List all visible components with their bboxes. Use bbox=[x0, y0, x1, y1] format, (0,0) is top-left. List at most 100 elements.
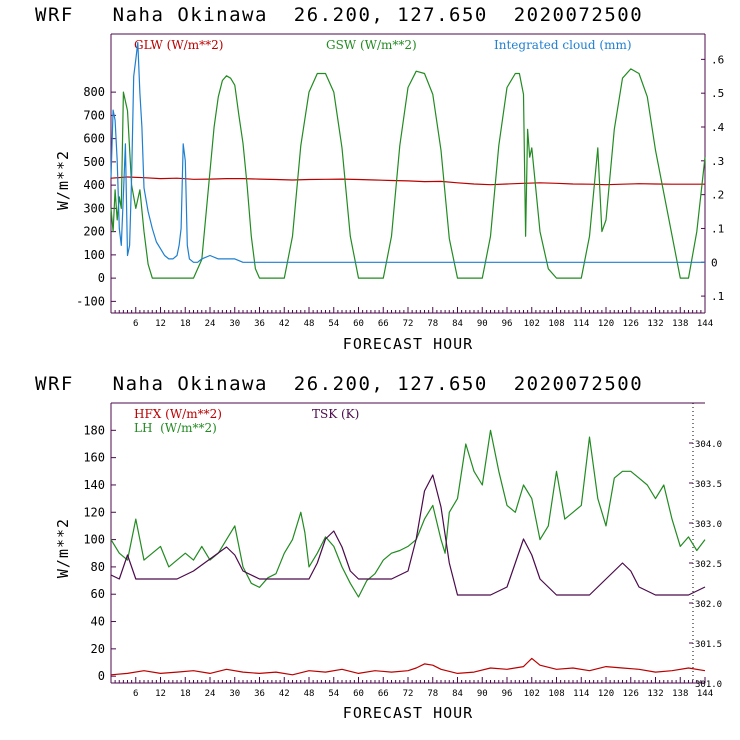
y-tick-label: 200 bbox=[83, 225, 105, 239]
x-tick-label: 132 bbox=[647, 319, 663, 329]
y-tick-label: 140 bbox=[83, 478, 105, 492]
y-axis-label-2: W/m**2 bbox=[54, 518, 72, 578]
y2-tick-label: 304.0 bbox=[695, 440, 722, 450]
x-tick-label: 114 bbox=[573, 689, 589, 699]
x-tick-label: 144 bbox=[697, 689, 713, 699]
y2-tick-label: 303.5 bbox=[695, 480, 722, 490]
legend-integrated-cloud: Integrated cloud (mm) bbox=[494, 38, 632, 52]
y2-tick-label: 302.5 bbox=[695, 560, 722, 570]
y-tick-label: 100 bbox=[83, 533, 105, 547]
legend-lh: LH (W/m**2) bbox=[134, 421, 217, 435]
y-tick-label: 0 bbox=[98, 669, 105, 683]
x-tick-label: 30 bbox=[229, 319, 240, 329]
x-tick-label: 108 bbox=[548, 319, 564, 329]
y2-tick-label: 302.0 bbox=[695, 600, 722, 610]
y2-tick-label: .1 bbox=[711, 222, 724, 235]
x-tick-label: 24 bbox=[205, 319, 216, 329]
y-tick-label: 160 bbox=[83, 451, 105, 465]
x-tick-label: 72 bbox=[403, 319, 414, 329]
y-tick-label: 120 bbox=[83, 505, 105, 519]
y2-tick-label: .3 bbox=[711, 155, 724, 168]
x-tick-label: 144 bbox=[697, 319, 713, 329]
x-tick-label: 48 bbox=[304, 319, 315, 329]
x-tick-label: 18 bbox=[180, 319, 191, 329]
x-tick-label: 138 bbox=[672, 319, 688, 329]
legend-hfx: HFX (W/m**2) bbox=[134, 407, 222, 421]
chart-title-2: WRF Naha Okinawa 26.200, 127.650 2020072… bbox=[35, 373, 643, 395]
legend-gsw: GSW (W/m**2) bbox=[326, 38, 417, 52]
series-line-integrated bbox=[110, 41, 705, 263]
x-tick-label: 126 bbox=[623, 689, 639, 699]
x-tick-label: 12 bbox=[155, 689, 166, 699]
series-line-lh bbox=[110, 429, 706, 598]
y2-tick-label: 301.5 bbox=[695, 640, 722, 650]
series-line-tsk bbox=[110, 474, 706, 596]
x-tick-label: 132 bbox=[647, 689, 663, 699]
y-tick-label: -100 bbox=[76, 294, 105, 308]
x-tick-label: 54 bbox=[328, 689, 339, 699]
y2-tick-label: 0 bbox=[711, 256, 718, 269]
y2-tick-label: .1 bbox=[711, 290, 724, 303]
x-tick-label: 54 bbox=[328, 319, 339, 329]
x-tick-label: 60 bbox=[353, 319, 364, 329]
x-tick-label: 24 bbox=[205, 689, 216, 699]
y2-tick-label: .6 bbox=[711, 53, 724, 66]
legend-tsk: TSK (K) bbox=[312, 407, 359, 421]
y-tick-label: 40 bbox=[91, 615, 105, 629]
legend-2: HFX (W/m**2) LH (W/m**2) TSK (K) bbox=[134, 407, 359, 435]
x-tick-label: 84 bbox=[452, 689, 463, 699]
x-tick-label: 90 bbox=[477, 319, 488, 329]
series-group-1 bbox=[110, 41, 706, 279]
legend-glw: GLW (W/m**2) bbox=[134, 38, 223, 52]
series-line-glw bbox=[110, 176, 705, 186]
y-tick-label: 0 bbox=[98, 271, 105, 285]
y-tick-label: 500 bbox=[83, 155, 105, 169]
y-tick-label: 800 bbox=[83, 85, 105, 99]
y-tick-label: 100 bbox=[83, 248, 105, 262]
y-tick-label: 600 bbox=[83, 132, 105, 146]
chart-title-1: WRF Naha Okinawa 26.200, 127.650 2020072… bbox=[35, 4, 643, 26]
x-tick-label: 6 bbox=[133, 319, 138, 329]
x-tick-label: 30 bbox=[229, 689, 240, 699]
axes-1: 6 12 18 24 30 36 42 48 54 60 66 72 78 84 90 96 102 108 114… bbox=[76, 33, 725, 329]
x-tick-label: 12 bbox=[155, 319, 166, 329]
axes-2: 6 12 18 24 30 36 42 48 54 60 66 72 78 84 90 96 102 108 114… bbox=[83, 402, 722, 699]
x-tick-label: 18 bbox=[180, 689, 191, 699]
y2-tick-label: .5 bbox=[711, 87, 724, 100]
x-tick-label: 114 bbox=[573, 319, 589, 329]
series-line-gsw bbox=[110, 68, 706, 279]
series-group-2 bbox=[110, 429, 706, 676]
legend-1: GLW (W/m**2) GSW (W/m**2) Integrated clo… bbox=[134, 38, 632, 52]
y-tick-label: 60 bbox=[91, 587, 105, 601]
x-tick-label: 126 bbox=[623, 319, 639, 329]
x-tick-label: 42 bbox=[279, 319, 290, 329]
x-tick-label: 138 bbox=[672, 689, 688, 699]
series-line-hfx bbox=[110, 657, 706, 676]
y-tick-label: 300 bbox=[83, 201, 105, 215]
x-tick-label: 6 bbox=[133, 689, 138, 699]
x-tick-label: 120 bbox=[598, 319, 614, 329]
x-tick-label: 72 bbox=[403, 689, 414, 699]
y2-tick-label: 301.0 bbox=[695, 680, 722, 690]
x-tick-label: 36 bbox=[254, 689, 265, 699]
y2-tick-label: .4 bbox=[711, 121, 725, 134]
x-tick-label: 48 bbox=[304, 689, 315, 699]
x-tick-label: 66 bbox=[378, 319, 389, 329]
x-tick-label: 36 bbox=[254, 319, 265, 329]
y-tick-label: 180 bbox=[83, 423, 105, 437]
y-tick-label: 80 bbox=[91, 560, 105, 574]
x-tick-label: 42 bbox=[279, 689, 290, 699]
x-tick-label: 108 bbox=[548, 689, 564, 699]
y2-tick-label: 303.0 bbox=[695, 520, 722, 530]
x-axis-label-2: FORECAST HOUR bbox=[343, 704, 473, 722]
x-axis-label-1: FORECAST HOUR bbox=[343, 335, 473, 353]
x-tick-label: 96 bbox=[502, 689, 513, 699]
y2-tick-label: .2 bbox=[711, 189, 724, 202]
x-tick-label: 102 bbox=[524, 689, 540, 699]
x-tick-label: 96 bbox=[502, 319, 513, 329]
x-tick-label: 84 bbox=[452, 319, 463, 329]
x-tick-label: 78 bbox=[427, 689, 438, 699]
y-tick-label: 20 bbox=[91, 642, 105, 656]
x-tick-label: 78 bbox=[427, 319, 438, 329]
